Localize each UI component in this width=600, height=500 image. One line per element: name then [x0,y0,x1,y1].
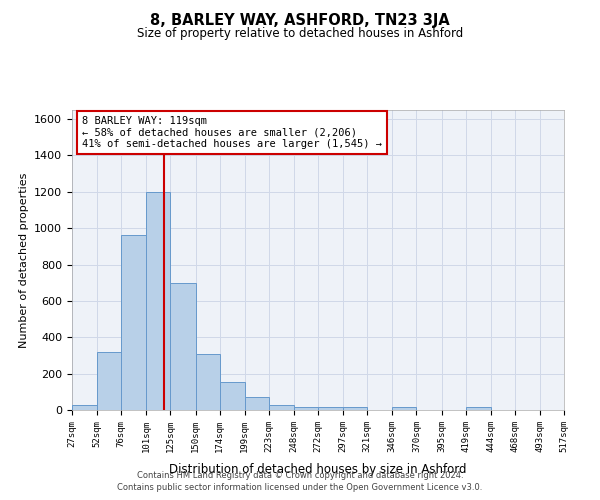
Bar [269,406,294,410]
Bar [294,408,318,410]
Text: 8, BARLEY WAY, ASHFORD, TN23 3JA: 8, BARLEY WAY, ASHFORD, TN23 3JA [150,12,450,28]
Bar [170,282,196,410]
Bar [392,408,416,410]
Bar [196,354,220,410]
Bar [220,382,245,410]
Bar [146,192,170,410]
Bar [343,408,367,410]
Text: Contains HM Land Registry data © Crown copyright and database right 2024.
Contai: Contains HM Land Registry data © Crown c… [118,471,482,492]
Bar [245,398,269,410]
Bar [97,352,121,410]
Y-axis label: Number of detached properties: Number of detached properties [19,172,29,348]
Text: Size of property relative to detached houses in Ashford: Size of property relative to detached ho… [137,28,463,40]
Text: 8 BARLEY WAY: 119sqm
← 58% of detached houses are smaller (2,206)
41% of semi-de: 8 BARLEY WAY: 119sqm ← 58% of detached h… [82,116,382,149]
Bar [318,408,343,410]
Bar [466,408,491,410]
X-axis label: Distribution of detached houses by size in Ashford: Distribution of detached houses by size … [169,463,467,476]
Bar [72,406,97,410]
Bar [121,236,146,410]
